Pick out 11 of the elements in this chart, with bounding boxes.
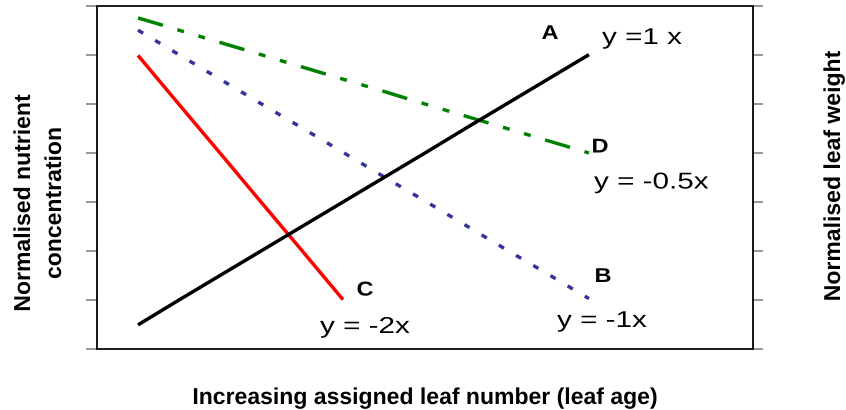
annotation: y = -1x [557, 306, 647, 332]
y-axis-title: Normalised nutrient concentration [8, 93, 66, 314]
y2-axis-title: Normalised leaf weight [818, 50, 846, 304]
x-axis-title: Increasing assigned leaf number (leaf age) [191, 382, 659, 410]
annotation: y = -0.5x [594, 168, 709, 194]
annotation: y = -2x [320, 312, 410, 338]
series-label: C [356, 277, 374, 300]
series-label: A [541, 20, 559, 44]
annotation: y =1 x [602, 23, 682, 50]
series-label: D [591, 134, 609, 158]
series-label: B [594, 264, 612, 287]
